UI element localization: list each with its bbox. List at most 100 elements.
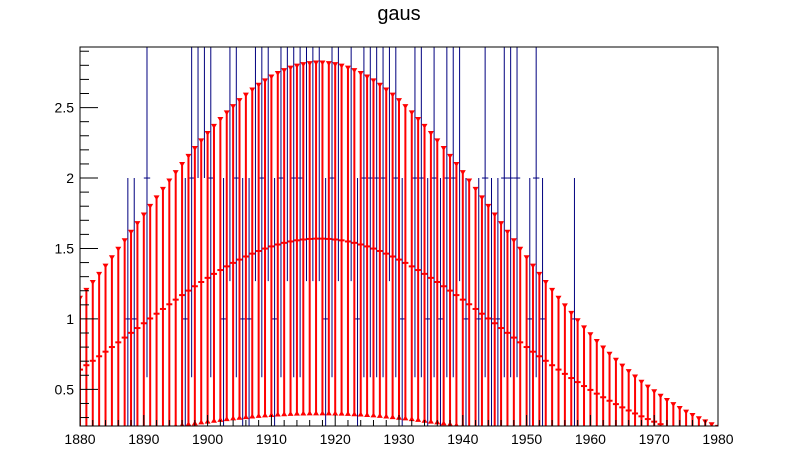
lower-cap-marker [485,427,491,432]
histogram-bin [360,47,368,378]
upper-cap-marker [128,229,135,235]
function-point [396,98,402,420]
lower-cap-marker [173,423,178,426]
lower-cap-marker [454,422,459,426]
function-point [644,384,651,426]
function-point [80,295,83,426]
upper-cap-marker [472,186,479,192]
lower-cap-marker [293,410,300,416]
function-point [568,310,575,426]
x-tick-label: 1890 [128,431,159,447]
upper-cap-marker [217,116,224,122]
upper-cap-marker [80,295,83,301]
lower-cap-marker [619,446,625,451]
lower-cap-marker [230,415,237,421]
histogram-bin [312,47,314,282]
function-point [364,74,371,417]
upper-cap-marker [632,374,639,380]
function-point [408,110,415,422]
upper-cap-marker [683,409,690,415]
function-point [242,92,249,420]
upper-cap-marker [581,325,588,331]
lower-cap-marker [670,450,676,455]
histogram-bin [475,178,482,426]
histogram-bin [233,47,240,378]
function-point [370,78,377,418]
upper-cap-marker [542,279,549,285]
upper-cap-marker [523,255,530,261]
upper-cap-marker [466,178,473,184]
upper-cap-marker [262,78,269,84]
upper-cap-marker [281,68,288,74]
histogram-bin [245,178,253,426]
function-point [140,212,147,426]
upper-cap-marker [708,422,715,426]
function-point [421,123,428,423]
function-point [293,63,300,416]
lower-cap-marker [306,410,313,416]
lower-cap-marker [383,413,390,419]
histogram-bin [367,47,374,378]
function-point [459,170,466,426]
lower-cap-marker [313,410,320,416]
function-point [536,271,543,426]
lower-cap-marker [626,446,632,451]
upper-cap-marker [198,138,205,144]
lower-cap-marker [556,438,562,443]
histogram-bin [305,47,307,282]
lower-cap-marker [715,453,721,458]
lower-cap-marker [300,410,307,416]
upper-cap-marker [676,405,683,411]
histogram-bin [411,47,419,378]
lower-cap-marker [607,444,613,449]
function-point [274,71,281,417]
lower-cap-marker [632,447,638,452]
lower-cap-marker [357,411,364,417]
upper-cap-marker [351,68,358,74]
upper-cap-marker [695,416,702,422]
function-point [287,65,294,416]
function-point [529,263,536,426]
histogram-bin [399,178,406,426]
lower-cap-marker [115,432,121,437]
function-point [83,287,90,426]
function-point [121,238,128,426]
upper-cap-marker [600,345,607,351]
upper-cap-marker [344,65,351,71]
histogram-bin [318,47,320,282]
upper-cap-marker [242,92,249,98]
lower-cap-marker [351,411,358,417]
upper-cap-marker [389,92,396,98]
function-point [498,221,505,426]
function-point [185,153,192,426]
lower-cap-marker [223,416,230,422]
x-tick-label: 1980 [702,431,733,447]
upper-cap-marker [421,123,428,129]
lower-cap-marker [364,411,371,417]
lower-cap-marker [709,453,715,458]
function-point [128,229,135,426]
function-point [344,65,351,416]
lower-cap-marker [198,419,205,425]
y-tick-label: 2 [66,170,74,186]
lower-cap-marker [613,445,619,450]
function-point [415,116,422,422]
function-point [434,138,441,425]
function-point [402,104,409,421]
histogram-bin [462,178,470,426]
histogram-bin [296,47,304,378]
x-tick-label: 1950 [511,431,542,447]
lower-cap-marker [325,410,332,416]
upper-cap-marker [612,357,619,363]
upper-cap-marker [172,170,179,176]
function-point [676,405,683,426]
lower-cap-marker [402,415,409,421]
lower-cap-marker [96,435,102,440]
lower-cap-marker [281,411,288,417]
upper-cap-marker [574,318,581,324]
lower-cap-marker [658,449,664,454]
histogram-bin [532,47,540,378]
lower-cap-marker [370,412,377,418]
lower-cap-marker [344,410,351,416]
